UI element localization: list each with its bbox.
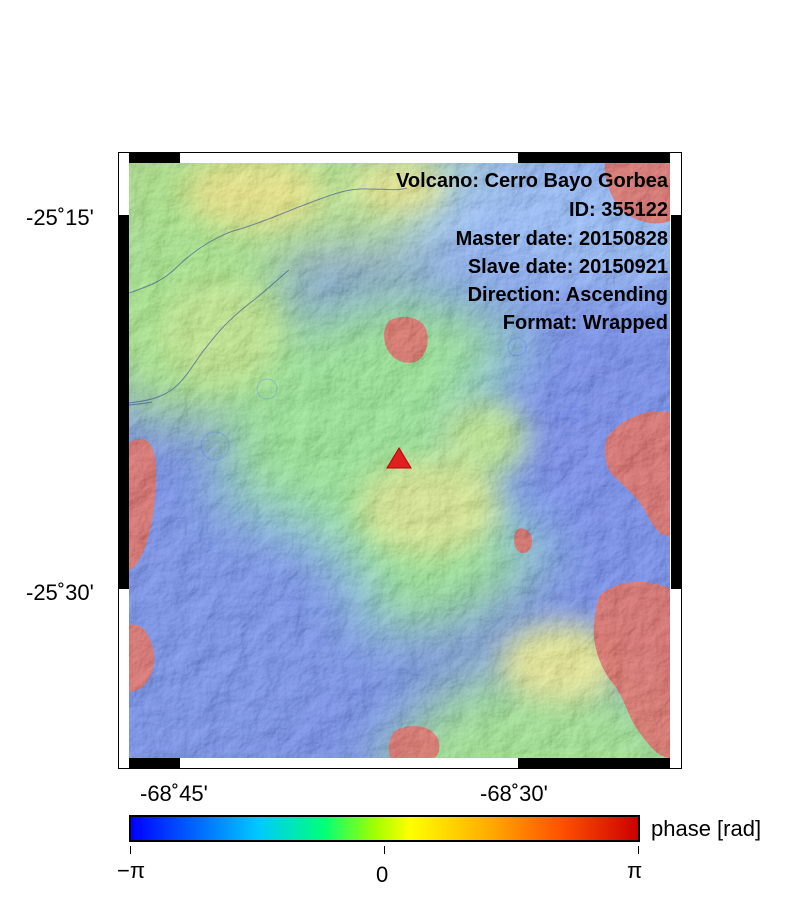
colorbar-tick-min: [130, 846, 131, 854]
interferogram-map: Volcano: Cerro Bayo Gorbea ID: 355122 Ma…: [129, 163, 670, 758]
frame-top-right-bar: [518, 153, 670, 163]
direction-label: Direction: Ascending: [467, 284, 668, 306]
frame-left-bar-upper: [119, 215, 129, 589]
colorbar-title: phase [rad]: [651, 816, 762, 841]
latitude-tick-top: -25˚15': [26, 205, 94, 230]
frame-right-bar-upper: [671, 215, 681, 589]
phase-colorbar: [129, 815, 640, 842]
master-date-label: Master date: 20150828: [455, 228, 668, 250]
colorbar-tick-max: [638, 846, 639, 854]
frame-bottom-right-bar: [518, 758, 670, 768]
id-label: ID: 355122: [569, 199, 668, 221]
format-label: Format: Wrapped: [502, 312, 668, 334]
colorbar-min-label: −π: [117, 858, 146, 883]
colorbar-tick-mid: [384, 846, 385, 854]
frame-top-left-bar: [129, 153, 180, 163]
colorbar-mid-label: 0: [376, 862, 389, 887]
slave-date-label: Slave date: 20150921: [467, 256, 668, 278]
frame-bottom-left-bar: [129, 758, 180, 768]
colorbar-max-label: π: [627, 858, 643, 883]
longitude-tick-right: -68˚30': [480, 781, 548, 806]
volcano-label: Volcano: Cerro Bayo Gorbea: [396, 170, 668, 192]
latitude-tick-bottom: -25˚30': [26, 580, 94, 605]
longitude-tick-left: -68˚45': [140, 781, 208, 806]
